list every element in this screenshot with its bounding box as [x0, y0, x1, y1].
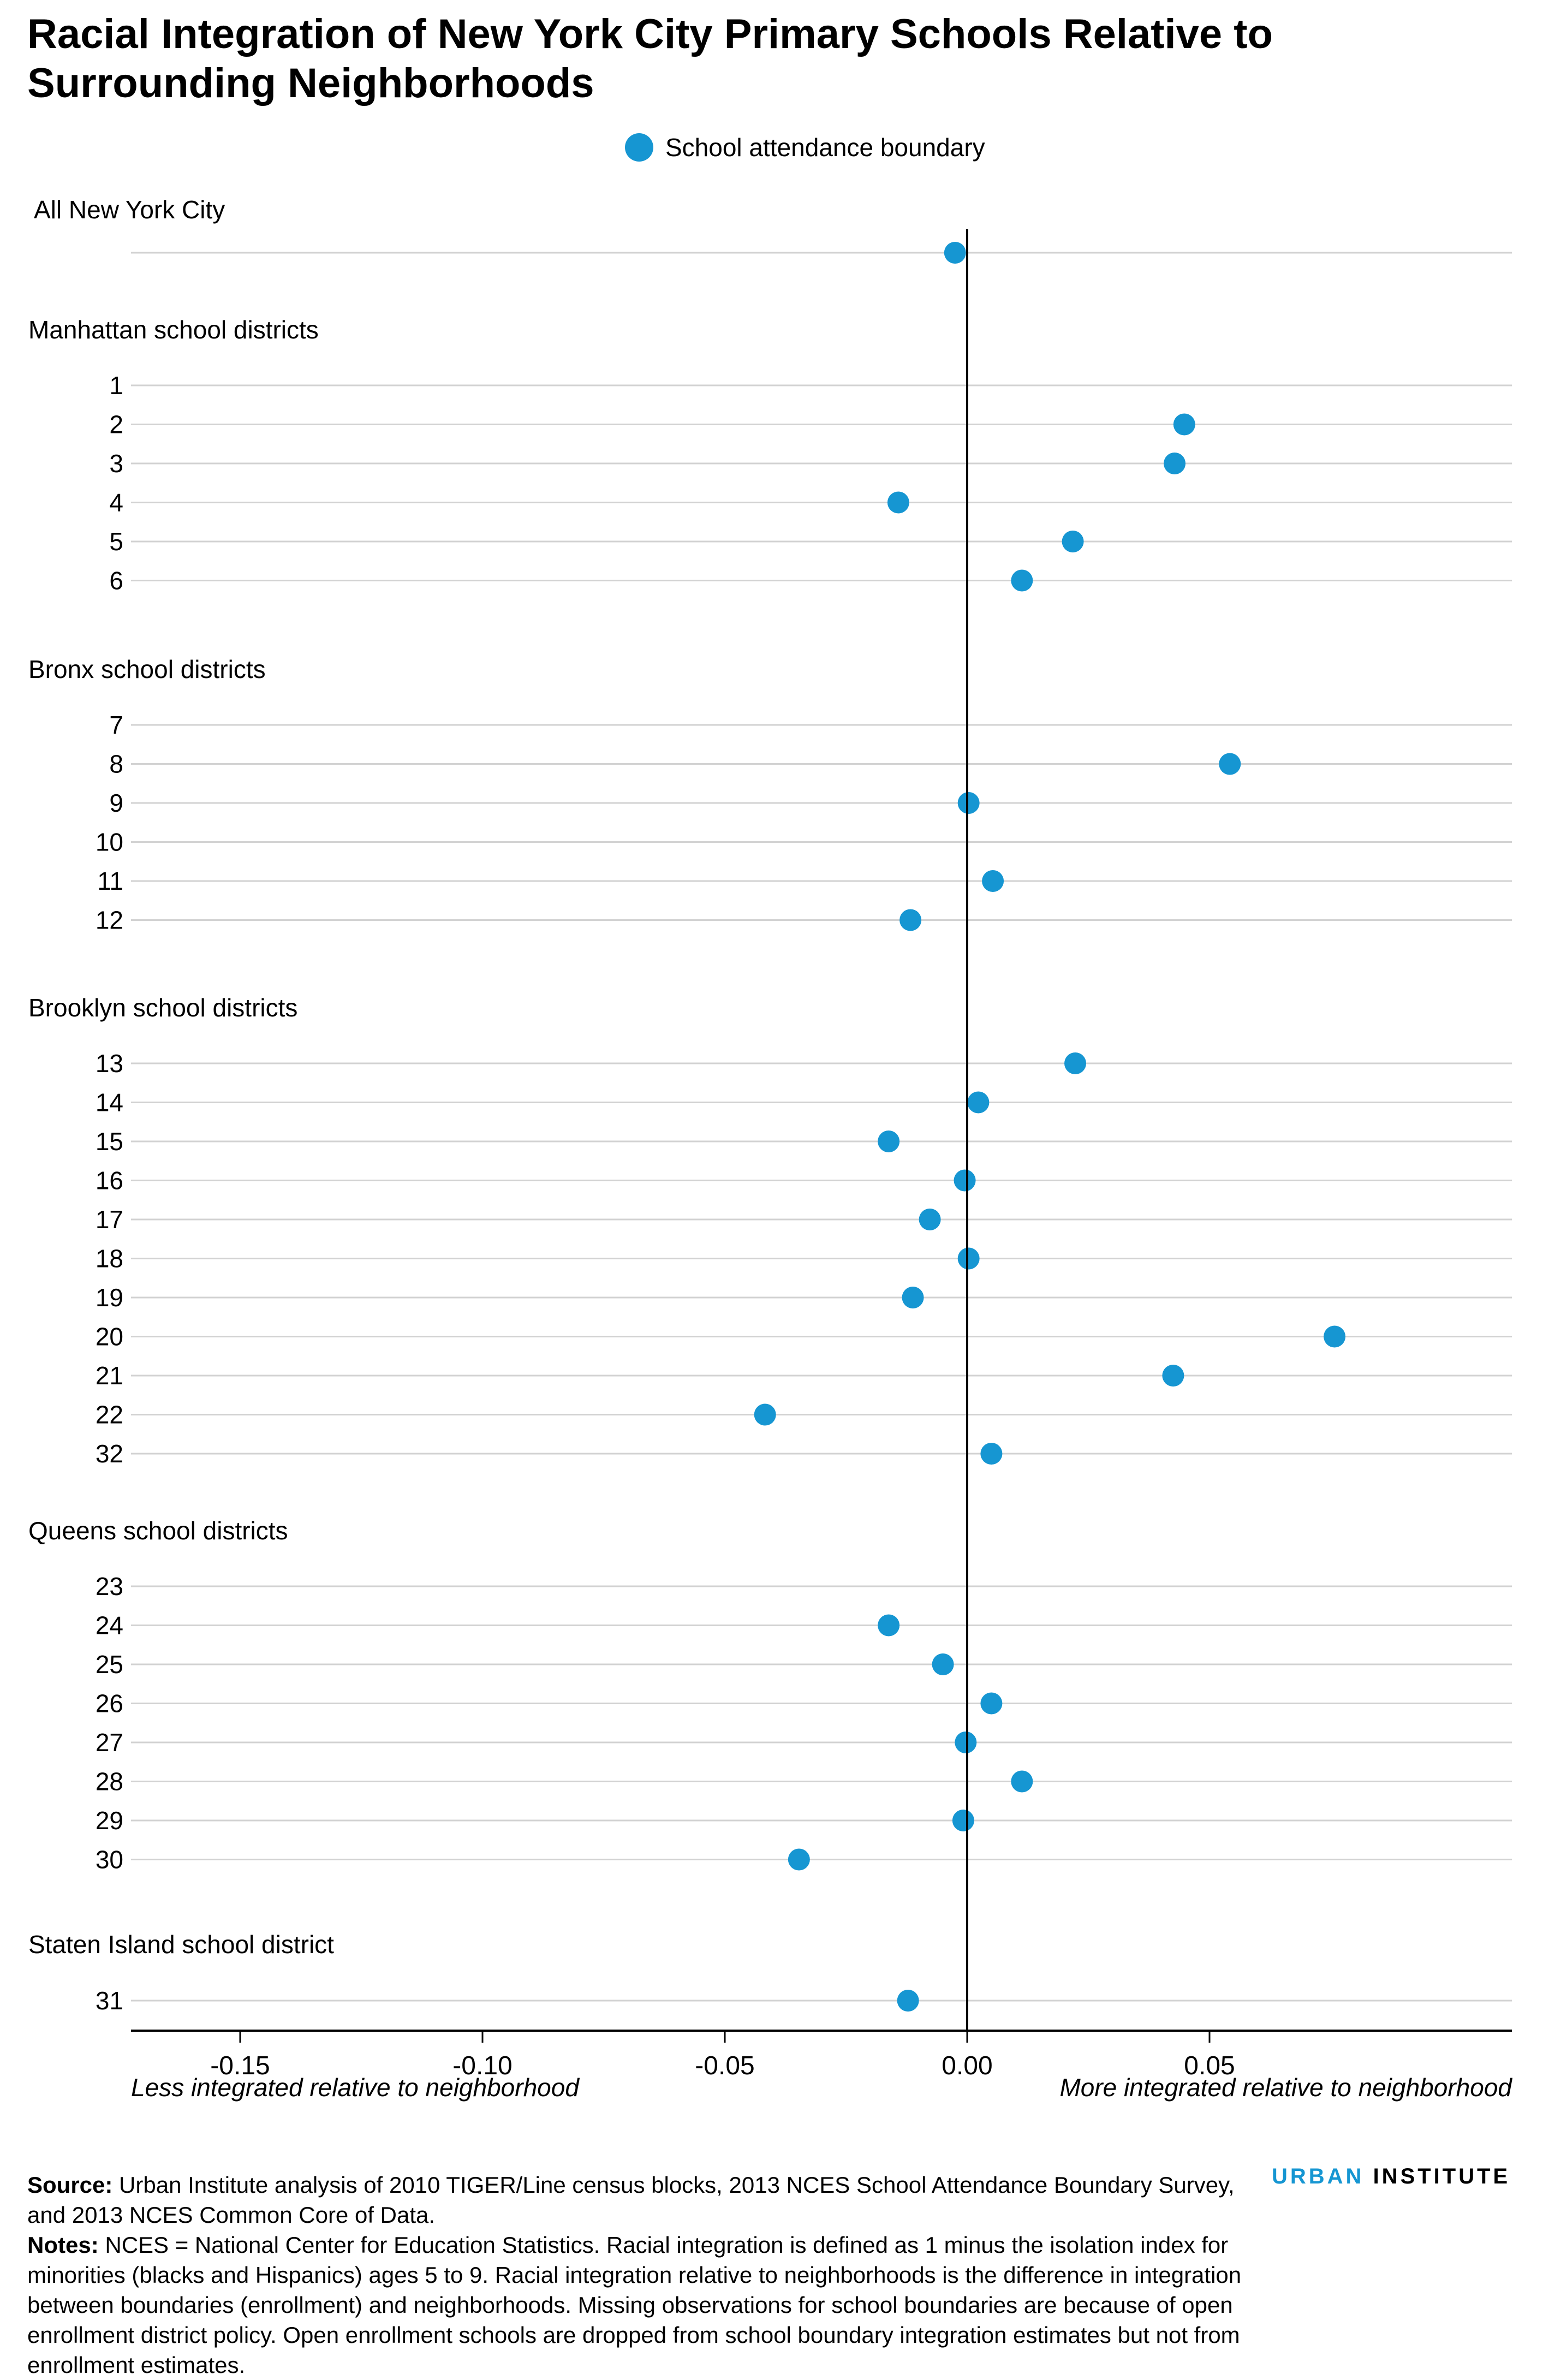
notes: Notes: NCES = National Center for Educat… [27, 2230, 1255, 2380]
source-label: Source: [27, 2172, 113, 2198]
x-tick-label: -0.10 [452, 2051, 512, 2080]
data-point [967, 1091, 990, 1114]
data-point [1162, 1365, 1184, 1387]
data-point [957, 792, 980, 814]
row-label: 32 [96, 1439, 123, 1468]
row-label: 2 [109, 410, 123, 439]
row-label: 9 [109, 789, 123, 817]
row-label: 7 [109, 711, 123, 739]
data-point [899, 909, 922, 931]
row-label: 3 [109, 449, 123, 478]
group-label: All New York City [34, 195, 225, 224]
x-tick-label: -0.05 [695, 2051, 754, 2080]
notes-text: NCES = National Center for Education Sta… [27, 2232, 1242, 2378]
row-label: 29 [96, 1806, 123, 1835]
data-point [1011, 569, 1033, 592]
row-label: 19 [96, 1283, 123, 1312]
data-point [955, 1732, 977, 1753]
data-point [1011, 1770, 1033, 1793]
urban-institute-logo: URBAN INSTITUTE [1272, 2164, 1510, 2189]
notes-label: Notes: [27, 2232, 99, 2258]
row-label: 5 [109, 527, 123, 556]
data-point [980, 1692, 1003, 1715]
source-note: Source: Urban Institute analysis of 2010… [27, 2170, 1255, 2230]
data-point [1219, 753, 1241, 775]
dot-plot: All New York City Manhattan school distri… [28, 195, 1512, 2102]
x-tick-label: 0.05 [1184, 2051, 1235, 2080]
data-point [878, 1614, 900, 1637]
data-point [887, 491, 909, 514]
row-label: 10 [96, 828, 123, 856]
data-point [1164, 453, 1186, 474]
legend-label: School attendance boundary [665, 133, 985, 162]
group-label: Staten Island school district [28, 1930, 334, 1959]
group-label: Manhattan school districts [28, 316, 319, 344]
row-label: 1 [109, 371, 123, 400]
left-annotation: Less integrated relative to neighborhood [131, 2073, 580, 2102]
data-point [982, 870, 1004, 892]
group-label: Bronx school districts [28, 655, 266, 683]
brand-urban: URBAN [1272, 2164, 1365, 2188]
data-point [980, 1443, 1003, 1465]
row-label: 26 [96, 1689, 123, 1718]
data-point [1173, 413, 1195, 436]
data-point [1324, 1325, 1346, 1348]
data-point [788, 1848, 810, 1871]
chart-title: Racial Integration of New York City Prim… [27, 11, 1273, 106]
row-label: 15 [96, 1127, 123, 1156]
legend: School attendance boundary [625, 131, 985, 164]
data-point [957, 1247, 980, 1270]
row-label: 21 [96, 1361, 123, 1390]
row-label: 12 [96, 906, 123, 935]
x-tick-label: 0.00 [942, 2051, 992, 2080]
brand-institute: INSTITUTE [1373, 2164, 1511, 2188]
row-label: 28 [96, 1768, 123, 1796]
data-point [944, 242, 966, 264]
row-label: 6 [109, 567, 123, 595]
x-tick-label: -0.15 [210, 2051, 270, 2080]
row-label: 16 [96, 1167, 123, 1195]
data-point [754, 1403, 776, 1426]
footer: Source: Urban Institute analysis of 2010… [27, 2170, 1255, 2380]
data-point [902, 1287, 924, 1308]
legend-marker [625, 133, 653, 162]
row-label: 11 [97, 867, 123, 895]
data-point [932, 1653, 954, 1675]
row-label: 31 [96, 1986, 123, 2015]
data-point [952, 1810, 974, 1831]
group-label: Queens school districts [28, 1516, 288, 1545]
data-point [954, 1169, 976, 1192]
row-label: 20 [96, 1323, 123, 1351]
right-annotation: More integrated relative to neighborhood [1059, 2073, 1512, 2102]
row-label: 14 [96, 1088, 123, 1117]
group-label: Brooklyn school districts [28, 993, 297, 1022]
data-point [878, 1130, 900, 1152]
row-label: 22 [96, 1401, 123, 1429]
row-label: 23 [96, 1572, 123, 1600]
row-label: 18 [96, 1245, 123, 1273]
row-label: 30 [96, 1846, 123, 1874]
row-label: 13 [96, 1049, 123, 1078]
row-label: 25 [96, 1650, 123, 1679]
row-label: 24 [96, 1611, 123, 1640]
row-label: 4 [109, 489, 123, 517]
row-label: 17 [96, 1205, 123, 1234]
data-point [919, 1209, 941, 1230]
row-label: 8 [109, 750, 123, 778]
data-point [897, 1990, 919, 2012]
data-point [1064, 1052, 1087, 1074]
row-label: 27 [96, 1728, 123, 1757]
data-point [1062, 531, 1084, 552]
source-text: Urban Institute analysis of 2010 TIGER/L… [27, 2172, 1235, 2228]
